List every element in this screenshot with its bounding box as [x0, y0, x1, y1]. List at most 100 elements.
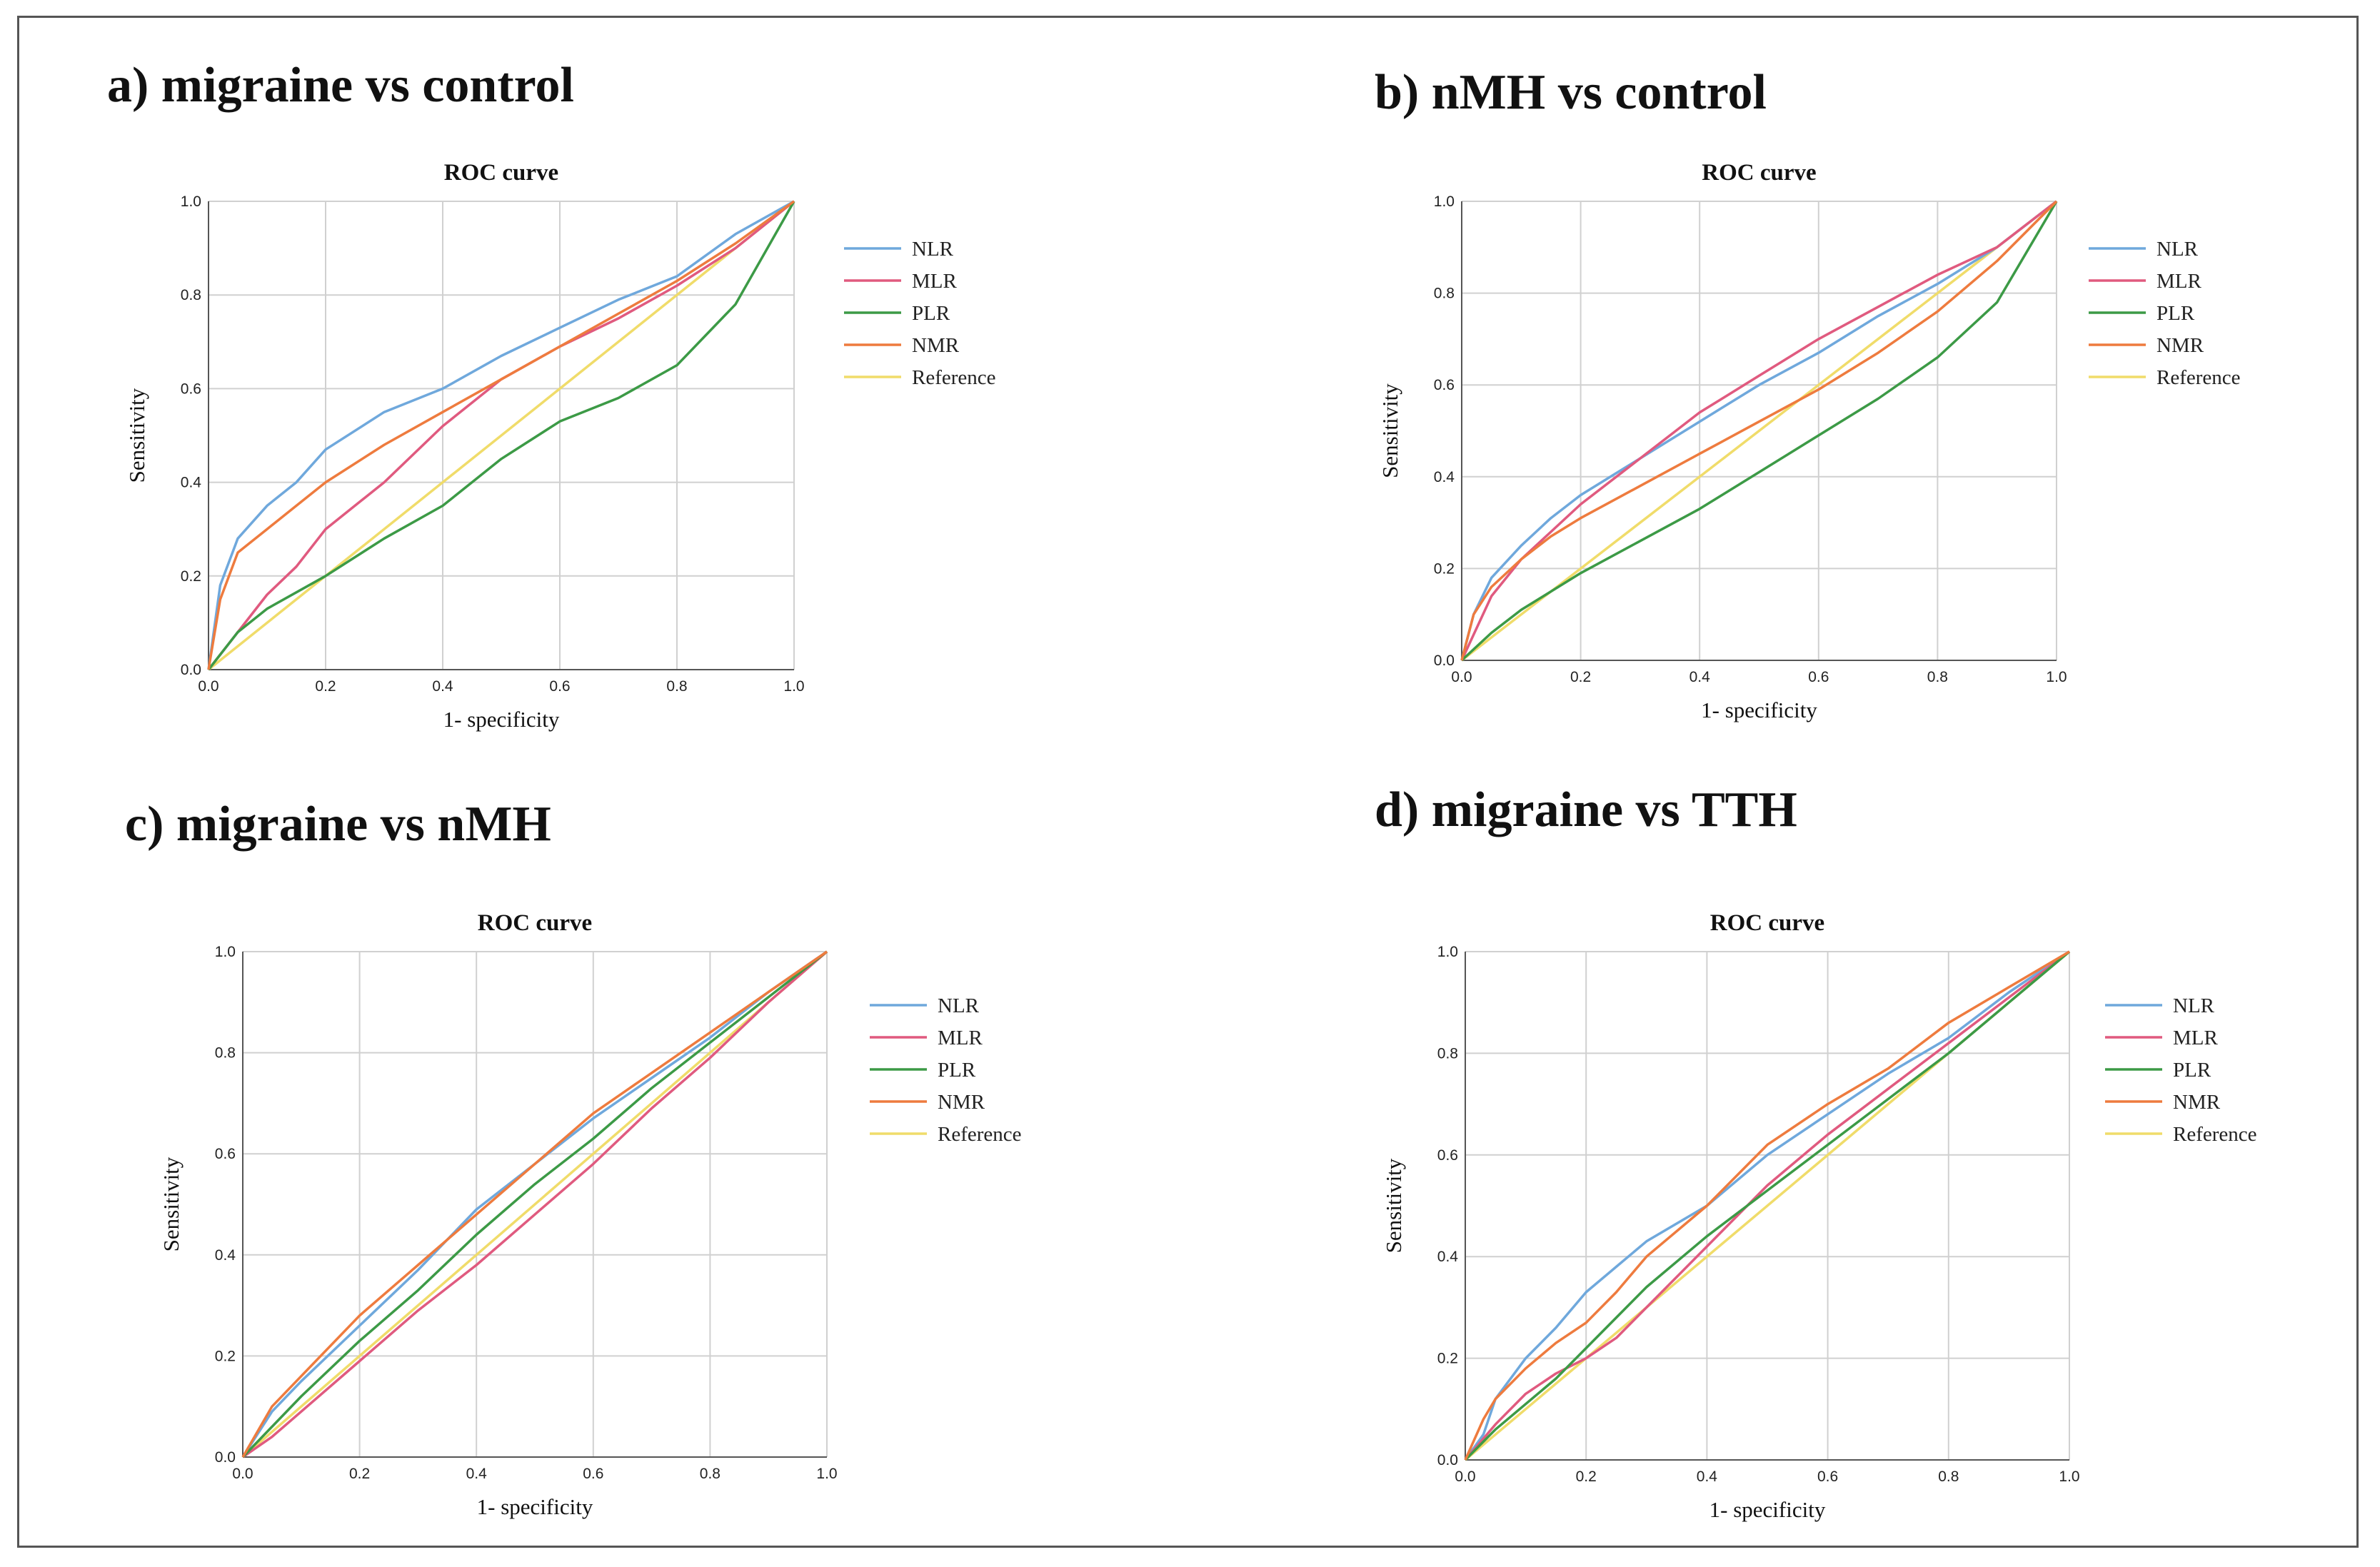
y-tick-label: 0.6: [1437, 1147, 1458, 1164]
legend-label-nmr: NMR: [2173, 1091, 2221, 1114]
legend-label-nmr: NMR: [2156, 334, 2204, 357]
series-line-plr: [1464, 950, 2071, 1461]
series-line-nmr: [241, 950, 828, 1458]
x-tick-label: 1.0: [816, 1466, 837, 1482]
legend-label-nlr: NLR: [2173, 994, 2215, 1017]
figure-frame: [17, 16, 2359, 1548]
x-tick-label: 0.8: [700, 1466, 720, 1482]
y-tick-label: 0.8: [1437, 1045, 1458, 1062]
series-line-mlr: [1464, 950, 2071, 1461]
x-tick-label: 0.0: [198, 678, 219, 695]
legend-label-plr: PLR: [2156, 302, 2195, 325]
x-tick-label: 0.2: [1576, 1468, 1597, 1485]
x-tick-label: 0.6: [549, 678, 570, 695]
series-line-plr: [241, 950, 828, 1458]
legend-label-mlr: MLR: [938, 1027, 983, 1049]
y-axis-label: Sensitivity: [1377, 383, 1402, 478]
y-tick-label: 0.2: [1437, 1351, 1458, 1367]
x-tick-label: 0.0: [232, 1466, 253, 1482]
y-axis-label: Sensitivity: [1381, 1158, 1406, 1253]
series-line-reference: [241, 950, 828, 1458]
y-tick-label: 0.6: [181, 381, 201, 397]
x-tick-label: 0.4: [1689, 669, 1711, 685]
legend-label-nmr: NMR: [912, 334, 960, 357]
y-tick-label: 1.0: [215, 944, 236, 960]
legend-label-mlr: MLR: [2156, 270, 2202, 293]
legend-label-nlr: NLR: [2156, 238, 2199, 261]
roc-chart-a: 0.0 0.2 0.4 0.6 0.8 1.0 0.0 0.2 0.4 0.6 0.8 1.0 ROC …: [124, 160, 996, 732]
y-tick-label: 0.4: [181, 475, 202, 491]
series-line-plr: [1460, 201, 2058, 662]
y-tick-label: 0.0: [1434, 653, 1455, 669]
x-tick-label: 0.4: [432, 678, 453, 695]
y-tick-label: 1.0: [1437, 944, 1458, 960]
legend-label-plr: PLR: [938, 1059, 976, 1082]
y-tick-label: 1.0: [181, 193, 201, 210]
x-axis-label: 1- specificity: [1709, 1497, 1826, 1522]
legend-label-reference: Reference: [938, 1123, 1022, 1146]
panel-heading-b: b) nMH vs control: [1375, 65, 1767, 120]
y-tick-label: 1.0: [1434, 193, 1455, 210]
x-tick-label: 1.0: [783, 678, 804, 695]
x-tick-label: 0.6: [1817, 1468, 1838, 1485]
panel-heading-d: d) migraine vs TTH: [1375, 782, 1797, 837]
x-tick-label: 1.0: [2046, 669, 2067, 685]
x-tick-label: 0.0: [1455, 1468, 1475, 1485]
x-tick-label: 0.6: [583, 1466, 603, 1482]
y-tick-label: 0.6: [215, 1146, 236, 1162]
x-tick-label: 0.8: [666, 678, 687, 695]
series-line-nlr: [241, 950, 828, 1458]
panel-heading-a: a) migraine vs control: [107, 58, 574, 113]
chart-title: ROC curve: [1710, 910, 1824, 936]
x-axis-label: 1- specificity: [477, 1494, 593, 1519]
series-line-reference: [1460, 200, 2058, 662]
x-tick-label: 0.2: [1570, 669, 1591, 685]
x-axis-label: 1- specificity: [443, 707, 560, 732]
x-axis-label: 1- specificity: [1701, 697, 1817, 722]
y-tick-label: 0.2: [181, 568, 201, 585]
y-tick-label: 0.8: [181, 287, 201, 303]
panel-heading-c: c) migraine vs nMH: [125, 797, 551, 852]
series-line-reference: [207, 200, 795, 671]
legend-label-plr: PLR: [2173, 1059, 2211, 1082]
legend-label-reference: Reference: [2156, 366, 2241, 389]
x-tick-label: 0.4: [1697, 1468, 1718, 1485]
series-line-plr: [207, 201, 795, 671]
y-tick-label: 0.4: [215, 1247, 236, 1264]
y-tick-label: 0.0: [215, 1449, 236, 1466]
chart-title: ROC curve: [478, 910, 592, 936]
y-tick-label: 0.4: [1437, 1249, 1459, 1265]
legend-label-mlr: MLR: [2173, 1027, 2219, 1049]
x-tick-label: 0.2: [349, 1466, 370, 1482]
y-tick-label: 0.2: [215, 1348, 236, 1364]
y-tick-label: 0.2: [1434, 560, 1455, 577]
y-tick-label: 0.8: [215, 1045, 236, 1062]
series-line-nmr: [1460, 200, 2058, 661]
y-tick-label: 0.0: [181, 662, 201, 678]
x-tick-label: 0.4: [466, 1466, 488, 1482]
legend-label-nmr: NMR: [938, 1091, 985, 1114]
series-line-nmr: [207, 200, 795, 670]
legend-label-nlr: NLR: [938, 994, 980, 1017]
chart-title: ROC curve: [1702, 160, 1816, 186]
series-line-nmr: [1464, 950, 2070, 1461]
y-axis-label: Sensitivity: [159, 1157, 184, 1251]
y-tick-label: 0.8: [1434, 286, 1455, 302]
legend-label-reference: Reference: [912, 366, 996, 389]
y-tick-label: 0.6: [1434, 377, 1455, 393]
series-line-nlr: [1460, 200, 2058, 661]
x-tick-label: 1.0: [2059, 1468, 2079, 1485]
x-tick-label: 0.6: [1808, 669, 1829, 685]
series-line-mlr: [207, 200, 795, 671]
x-tick-label: 0.2: [315, 678, 336, 695]
roc-chart-b: 0.0 0.2 0.4 0.6 0.8 1.0 0.0 0.2 0.4 0.6 0.8 1.0 ROC …: [1377, 160, 2241, 722]
legend-label-mlr: MLR: [912, 270, 958, 293]
chart-title: ROC curve: [444, 160, 558, 186]
legend-label-reference: Reference: [2173, 1123, 2257, 1146]
x-tick-label: 0.8: [1938, 1468, 1959, 1485]
y-tick-label: 0.4: [1434, 469, 1455, 485]
legend-label-plr: PLR: [912, 302, 950, 325]
series-line-nlr: [207, 200, 795, 670]
series-line-nlr: [1464, 950, 2070, 1461]
